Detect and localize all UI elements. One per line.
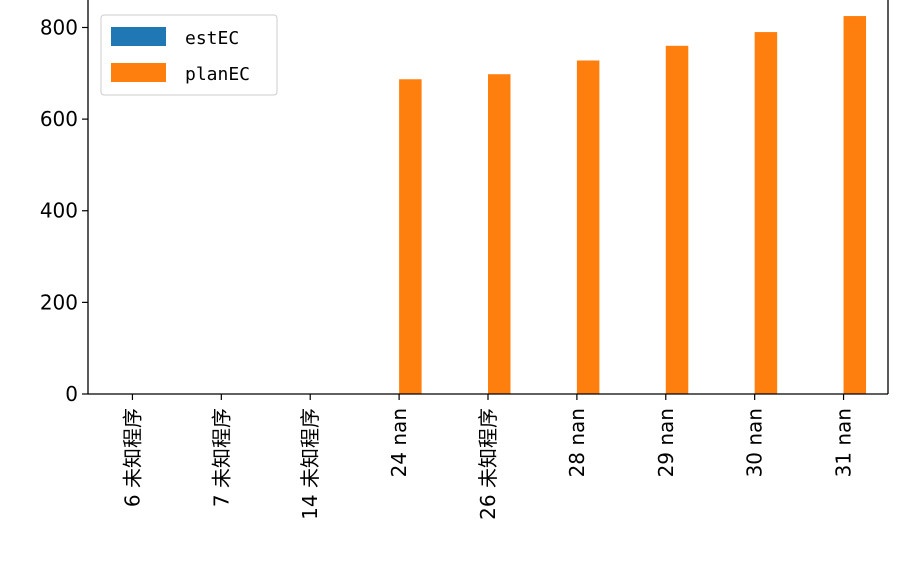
x-tick-label: 29 nan: [654, 408, 678, 477]
bars-layer: [399, 16, 867, 395]
bar-planEC-7: [754, 32, 778, 395]
x-tick-label: 6 未知程序: [120, 408, 144, 507]
bar-planEC-5: [576, 60, 600, 394]
y-tick-label: 800: [40, 15, 78, 39]
bar-planEC-8: [843, 16, 867, 395]
y-ticks-layer: 0 200 400 600 800: [40, 15, 88, 406]
y-tick-label: 400: [40, 199, 78, 223]
legend: estEC planEC: [100, 14, 278, 96]
x-tick-label: 24 nan: [387, 408, 411, 477]
x-tick-label: 30 nan: [743, 408, 767, 477]
legend-swatch-planEC: [111, 63, 166, 82]
x-ticks-layer: 6 未知程序 7 未知程序 14 未知程序 24 nan 26 未知程序 28 nan 29…: [120, 394, 856, 520]
x-tick-label: 28 nan: [565, 408, 589, 477]
legend-label-estEC: estEC: [185, 28, 239, 49]
y-tick-label: 0: [65, 382, 78, 406]
bar-planEC-4: [488, 74, 511, 395]
bar-planEC-6: [665, 45, 689, 394]
bar-planEC-3: [399, 79, 422, 394]
legend-label-planEC: planEC: [185, 64, 250, 85]
y-tick-label: 600: [40, 107, 78, 131]
x-tick-label: 7 未知程序: [209, 408, 233, 507]
x-tick-label: 31 nan: [832, 408, 856, 477]
y-tick-label: 200: [40, 290, 78, 314]
legend-swatch-estEC: [111, 27, 166, 46]
x-tick-label: 26 未知程序: [476, 408, 500, 520]
x-tick-label: 14 未知程序: [298, 408, 322, 520]
